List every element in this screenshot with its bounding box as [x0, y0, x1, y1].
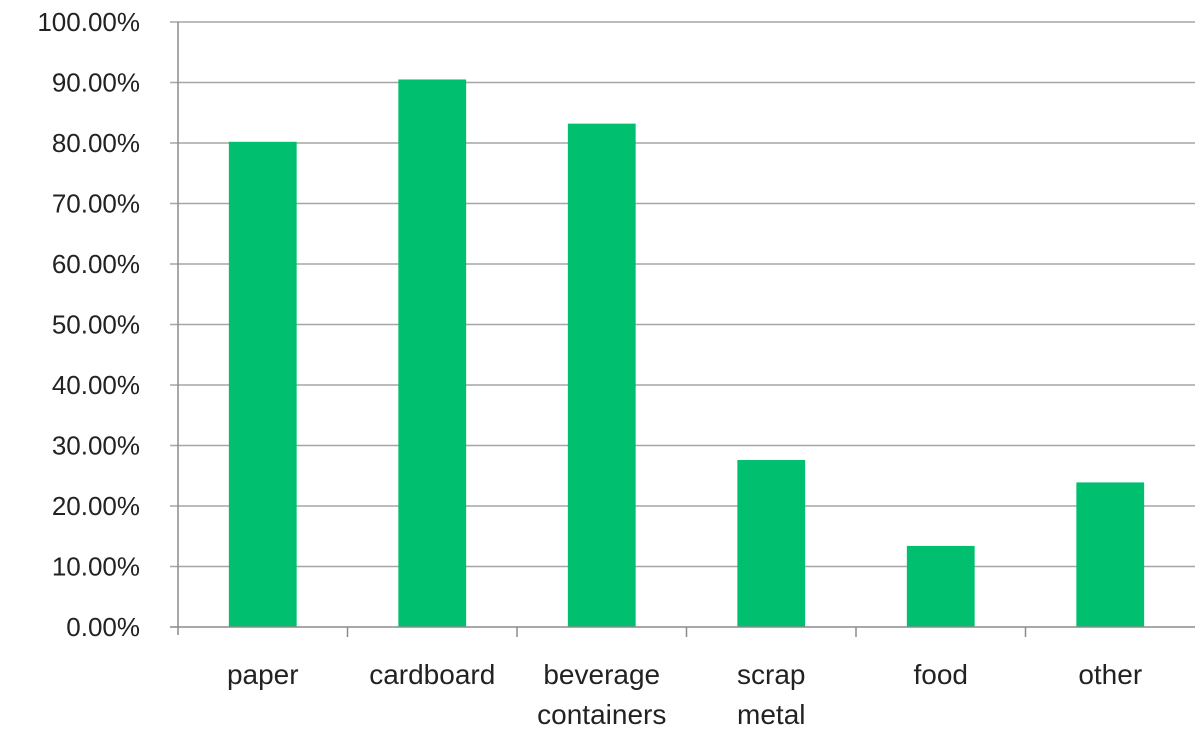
- x-category-label: food: [914, 659, 969, 690]
- y-tick-label: 40.00%: [52, 370, 140, 400]
- y-tick-label: 80.00%: [52, 128, 140, 158]
- y-tick-label: 100.00%: [37, 7, 140, 37]
- y-tick-label: 30.00%: [52, 431, 140, 461]
- bar-beverage-containers: [567, 123, 636, 627]
- x-category-label: beverage containers: [537, 659, 666, 730]
- y-tick-label: 50.00%: [52, 310, 140, 340]
- bars: [228, 79, 1145, 628]
- bar-scrap-metal: [737, 460, 806, 627]
- y-tick-label: 90.00%: [52, 68, 140, 98]
- bar-cardboard: [398, 79, 467, 628]
- x-category-label: other: [1078, 659, 1142, 690]
- axes: [170, 22, 1195, 637]
- y-tick-label: 20.00%: [52, 491, 140, 521]
- y-axis-ticks: 0.00% 10.00% 20.00% 30.00% 40.00% 50.00% 60.00…: [37, 7, 140, 642]
- bar-paper: [228, 141, 297, 628]
- x-category-label: cardboard: [369, 659, 495, 690]
- x-category-label: scrap metal: [737, 659, 805, 730]
- y-tick-label: 60.00%: [52, 249, 140, 279]
- bar-other: [1076, 482, 1145, 627]
- gridlines: [170, 21, 1195, 568]
- y-tick-label: 70.00%: [52, 189, 140, 219]
- bar-food: [906, 545, 975, 627]
- x-axis-labels: paper cardboard beverage containers scrap met…: [227, 659, 1142, 730]
- y-tick-label: 10.00%: [52, 552, 140, 582]
- y-tick-label: 0.00%: [66, 612, 140, 642]
- x-category-label: paper: [227, 659, 299, 690]
